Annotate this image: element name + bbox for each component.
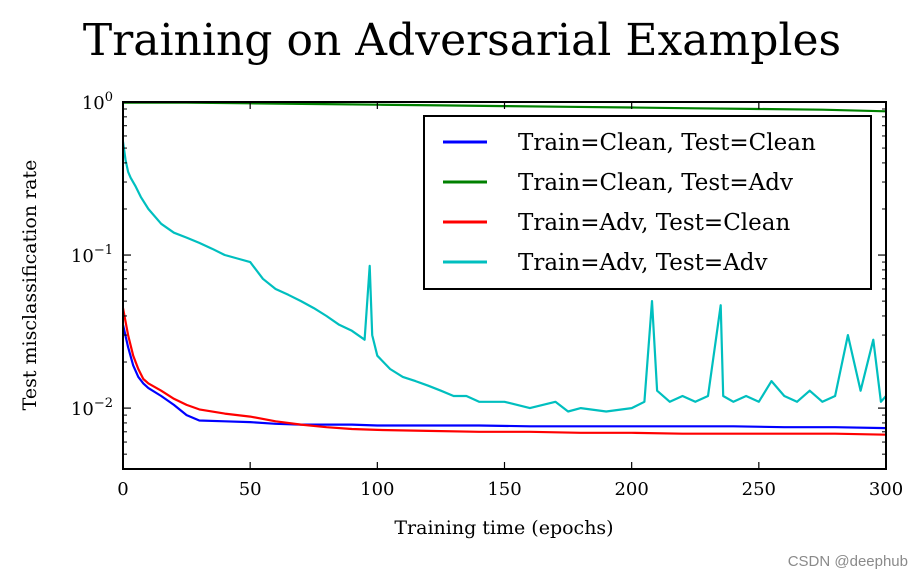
x-tick-label: 0 — [117, 479, 128, 500]
x-tick-label: 150 — [487, 479, 521, 500]
legend-label-3: Train=Adv, Test=Clean — [518, 210, 790, 236]
chart-title: Training on Adversarial Examples — [83, 15, 841, 66]
legend-label-1: Train=Clean, Test=Clean — [518, 130, 816, 156]
y-tick-label: 10−2 — [71, 396, 113, 420]
watermark: CSDN @deephub — [788, 553, 908, 570]
x-tick-label: 300 — [869, 479, 903, 500]
legend-box — [423, 115, 872, 290]
x-tick-label: 250 — [742, 479, 776, 500]
legend-items: Train=Clean, Test=Clean Train=Clean, Test… — [443, 130, 816, 276]
y-tick-label: 100 — [82, 90, 113, 114]
x-tick-label: 200 — [614, 479, 648, 500]
y-tick-label: 10−1 — [71, 243, 113, 267]
y-axis-label: Test misclassification rate — [19, 160, 41, 411]
legend-label-2: Train=Clean, Test=Adv — [518, 170, 793, 196]
x-tick-label: 100 — [360, 479, 394, 500]
legend-label-4: Train=Adv, Test=Adv — [518, 250, 768, 276]
x-axis-label: Training time (epochs) — [394, 517, 613, 539]
x-tick-label: 50 — [239, 479, 262, 500]
tick-layer: 0 50 100 150 200 250 300 100 10−1 10−2 — [71, 90, 903, 500]
series-line-3 — [121, 307, 887, 436]
legend: Train=Clean, Test=Clean Train=Clean, Test… — [423, 115, 872, 290]
series-line-4 — [121, 141, 887, 413]
